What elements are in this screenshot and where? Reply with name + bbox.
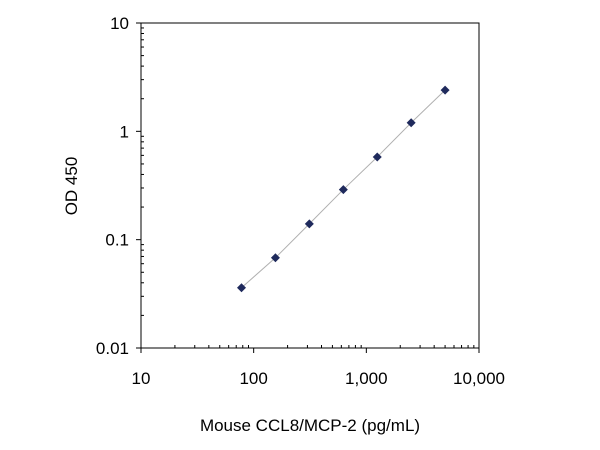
data-points: [237, 85, 450, 293]
y-tick-label: 0.01: [96, 339, 129, 358]
x-axis-tick-labels: 10 100 1,000 10,000: [132, 369, 505, 388]
y-axis-title: OD 450: [62, 157, 81, 216]
x-tick-label: 10,000: [453, 369, 505, 388]
y-axis-tick-labels: 0.01 0.1 1 10: [96, 14, 129, 358]
data-point: [270, 253, 280, 263]
data-point: [338, 185, 348, 195]
data-point: [440, 85, 450, 95]
plot-area: [140, 22, 480, 349]
data-point: [304, 219, 314, 229]
data-point: [406, 118, 416, 128]
y-tick-label: 1: [120, 122, 129, 141]
y-tick-label: 10: [110, 14, 129, 33]
y-tick-label: 0.1: [105, 231, 129, 250]
data-point: [237, 283, 247, 293]
x-tick-label: 1,000: [345, 369, 388, 388]
x-tick-label: 100: [239, 369, 267, 388]
x-tick-label: 10: [132, 369, 151, 388]
x-axis-title: Mouse CCL8/MCP-2 (pg/mL): [200, 416, 420, 435]
x-axis-ticks: [140, 345, 480, 353]
y-axis-ticks: [136, 22, 144, 349]
data-point: [372, 152, 382, 162]
